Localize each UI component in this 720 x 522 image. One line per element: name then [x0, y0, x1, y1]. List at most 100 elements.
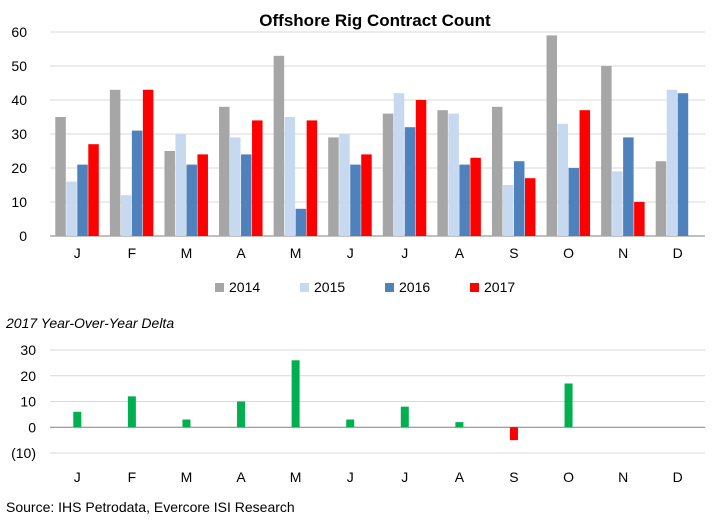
- bar-2017-6: [415, 100, 427, 236]
- delta-chart-title: 2017 Year-Over-Year Delta: [5, 315, 174, 331]
- bar-2016-10: [623, 137, 634, 236]
- bar-2015-2: [175, 134, 186, 236]
- bar-2017-1: [142, 89, 154, 236]
- main-x-tick-label: O: [563, 245, 574, 261]
- delta-x-tick-label: J: [347, 469, 354, 485]
- delta-chart-y-axis: (10) 0 10 20 30: [11, 342, 36, 461]
- main-x-tick-label: A: [236, 245, 246, 261]
- bar-2014-9: [546, 35, 558, 237]
- delta-x-tick-label: M: [181, 469, 193, 485]
- delta-chart-bars: [73, 360, 573, 441]
- bar-2017-8: [524, 178, 536, 236]
- delta-bar-2: [182, 419, 191, 428]
- legend-swatch-2014: [215, 283, 224, 292]
- bar-2017-3: [252, 120, 263, 236]
- bar-2014-10: [601, 66, 612, 236]
- main-x-tick-label: J: [74, 245, 81, 261]
- legend-label-2015: 2015: [314, 279, 345, 295]
- delta-x-tick-label: F: [128, 469, 137, 485]
- bar-2017-0: [88, 144, 99, 236]
- delta-x-tick-label: A: [236, 469, 246, 485]
- bar-2015-11: [666, 89, 678, 236]
- legend-label-2014: 2014: [229, 279, 260, 295]
- main-y-tick-label: 20: [11, 160, 27, 176]
- legend-swatch-2017: [470, 283, 479, 292]
- main-chart-bars: [55, 35, 689, 237]
- main-y-tick-label: 50: [11, 58, 27, 74]
- delta-y-tick-label: 30: [20, 342, 36, 358]
- main-x-tick-label: M: [290, 245, 302, 261]
- bar-2014-8: [491, 106, 503, 236]
- bar-2014-5: [328, 137, 339, 236]
- main-y-tick-label: 10: [11, 194, 27, 210]
- delta-bar-5: [346, 419, 355, 428]
- main-chart: Offshore Rig Contract Count 0 10 20 30 40 50 6…: [11, 11, 705, 295]
- source-note: Source: IHS Petrodata, Evercore ISI Rese…: [6, 499, 295, 515]
- delta-y-tick-label: (10): [11, 445, 36, 461]
- main-x-tick-label: N: [618, 245, 628, 261]
- delta-bar-1: [127, 396, 136, 428]
- main-y-tick-label: 0: [19, 228, 27, 244]
- main-x-tick-label: F: [128, 245, 137, 261]
- bar-2016-0: [77, 164, 88, 236]
- delta-bar-0: [73, 411, 82, 428]
- delta-bar-4: [291, 360, 300, 428]
- delta-x-tick-label: J: [401, 469, 408, 485]
- main-chart-title: Offshore Rig Contract Count: [259, 11, 491, 30]
- main-chart-legend: 2014 2015 2016 2017: [215, 279, 515, 295]
- bar-2014-6: [382, 113, 394, 236]
- bar-2016-5: [350, 164, 361, 236]
- delta-chart-gridlines: [50, 349, 705, 454]
- delta-x-tick-label: O: [563, 469, 574, 485]
- delta-bar-7: [455, 422, 464, 428]
- legend-label-2016: 2016: [399, 279, 430, 295]
- delta-x-tick-label: S: [509, 469, 518, 485]
- bar-2016-3: [241, 154, 252, 236]
- bar-2015-3: [230, 137, 241, 236]
- bar-2014-2: [164, 151, 175, 236]
- main-x-tick-label: M: [181, 245, 193, 261]
- delta-x-tick-label: A: [455, 469, 465, 485]
- main-x-tick-label: S: [509, 245, 518, 261]
- bar-2014-3: [219, 106, 230, 236]
- bar-2017-2: [197, 154, 208, 236]
- delta-x-tick-label: M: [290, 469, 302, 485]
- delta-y-tick-label: 10: [20, 394, 36, 410]
- delta-chart: 2017 Year-Over-Year Delta (10) 0 10 20 30 J F…: [5, 315, 705, 485]
- main-chart-gridlines: [50, 31, 705, 237]
- bar-2015-1: [120, 195, 132, 236]
- bar-2014-4: [273, 55, 285, 236]
- legend-swatch-2015: [300, 283, 309, 292]
- bar-2017-4: [306, 120, 318, 236]
- bar-2016-6: [404, 127, 416, 236]
- legend-label-2017: 2017: [484, 279, 515, 295]
- delta-x-tick-label: J: [74, 469, 81, 485]
- main-y-tick-label: 40: [11, 92, 27, 108]
- delta-y-tick-label: 20: [20, 368, 36, 384]
- bar-2017-9: [579, 110, 591, 236]
- bar-2015-8: [502, 185, 514, 236]
- bar-2016-7: [459, 164, 470, 236]
- main-x-tick-label: J: [401, 245, 408, 261]
- bar-2015-5: [339, 134, 350, 236]
- bar-2015-0: [66, 181, 77, 236]
- bar-2014-1: [109, 89, 121, 236]
- bar-2017-5: [361, 154, 372, 236]
- bar-2015-10: [612, 171, 623, 236]
- delta-bar-6: [400, 406, 409, 428]
- delta-x-tick-label: D: [673, 469, 683, 485]
- bar-2016-2: [186, 164, 197, 236]
- bar-2014-11: [655, 161, 667, 236]
- main-chart-y-axis: 0 10 20 30 40 50 60: [11, 24, 27, 244]
- delta-bar-8: [509, 427, 518, 441]
- delta-bar-3: [237, 401, 246, 428]
- delta-x-tick-label: N: [618, 469, 628, 485]
- bar-2017-10: [634, 202, 645, 236]
- bar-2016-1: [131, 130, 143, 236]
- bar-2014-7: [437, 110, 448, 236]
- main-y-tick-label: 60: [11, 24, 27, 40]
- bar-2016-11: [677, 93, 689, 236]
- bar-2016-4: [295, 208, 307, 236]
